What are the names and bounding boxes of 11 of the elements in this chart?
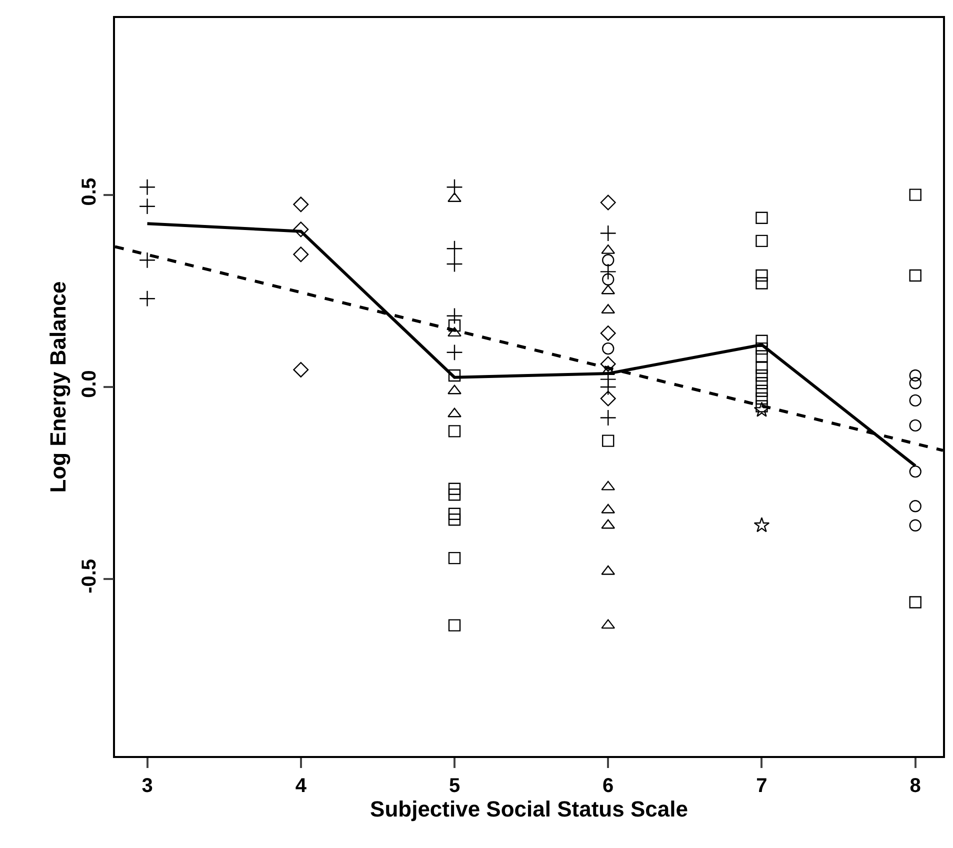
x-tick-label: 3 — [142, 774, 153, 797]
y-tick-label: -0.5 — [78, 558, 100, 594]
x-tick-label: 7 — [756, 774, 768, 797]
x-tick-label: 4 — [295, 774, 308, 797]
x-axis-title: Subjective Social Status Scale — [370, 796, 688, 822]
y-tick-label: 0.5 — [78, 178, 100, 206]
x-tick-label: 5 — [448, 774, 460, 797]
x-tick-label: 8 — [910, 774, 921, 797]
x-tick-label: 6 — [602, 774, 614, 797]
y-tick-label: 0.0 — [78, 370, 100, 398]
y-axis-title: Log Energy Balance — [46, 281, 71, 493]
